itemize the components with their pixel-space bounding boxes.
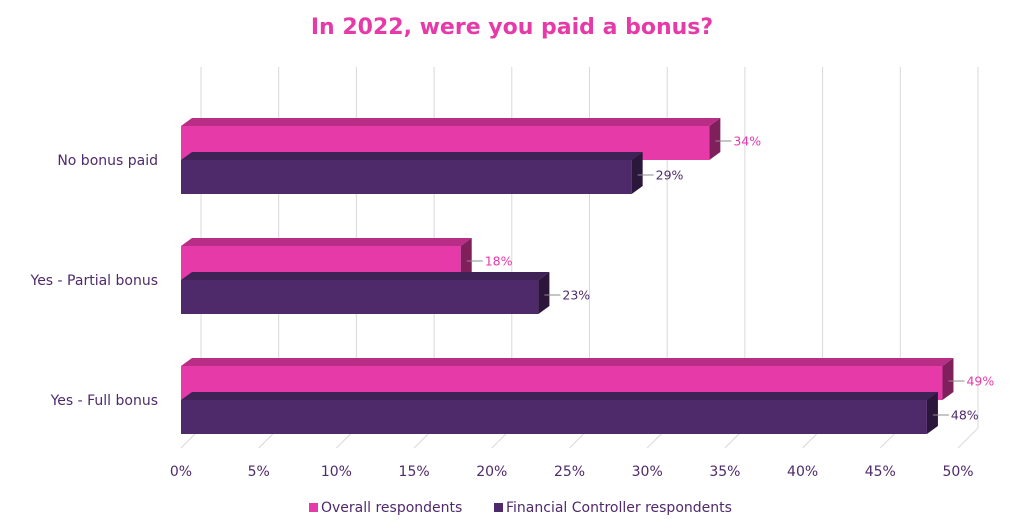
bar-side — [538, 272, 550, 314]
gridline-floor — [957, 427, 979, 449]
x-axis-ticks: 0% 5% 10% 15% 20% 25% 30% 35% 40% 45% 50% — [170, 464, 974, 480]
bar-top — [181, 152, 643, 160]
data-label: 34% — [733, 134, 761, 149]
x-tick-label: 45% — [865, 464, 896, 480]
category-label: No bonus paid — [57, 153, 158, 169]
legend-swatch — [494, 503, 503, 512]
bar-top — [181, 238, 472, 246]
bar-front — [181, 160, 632, 194]
bar-side — [942, 358, 954, 400]
legend-label: Overall respondents — [321, 500, 462, 516]
x-tick-label: 35% — [709, 464, 740, 480]
data-label: 29% — [656, 168, 684, 183]
bar-side — [926, 392, 938, 434]
bars: 34% 29% 18% 23% 49% 48% — [181, 118, 994, 434]
category-labels: No bonus paid Yes - Partial bonus Yes - Fu… — [30, 153, 159, 409]
x-tick-label: 5% — [248, 464, 270, 480]
bar: 48% — [181, 392, 979, 434]
chart-title: In 2022, were you paid a bonus? — [311, 15, 713, 40]
x-tick-label: 0% — [170, 464, 192, 480]
bar-top — [181, 358, 954, 366]
legend: Overall respondents Financial Controller … — [309, 500, 732, 516]
x-tick-label: 15% — [399, 464, 430, 480]
bar-side — [460, 238, 472, 280]
bar: 23% — [181, 272, 590, 314]
bar-top — [181, 272, 550, 280]
x-tick-label: 50% — [942, 464, 973, 480]
data-label: 23% — [562, 288, 590, 303]
bar-side — [631, 152, 643, 194]
bar-front — [181, 400, 927, 434]
legend-swatch — [309, 503, 318, 512]
x-tick-label: 25% — [554, 464, 585, 480]
x-tick-label: 10% — [321, 464, 352, 480]
data-label: 49% — [966, 374, 994, 389]
bar-top — [181, 118, 721, 126]
legend-label: Financial Controller respondents — [506, 500, 732, 516]
x-tick-label: 30% — [632, 464, 663, 480]
data-label: 48% — [951, 408, 979, 423]
category-label: Yes - Partial bonus — [30, 273, 159, 289]
data-label: 18% — [485, 254, 513, 269]
x-tick-label: 20% — [476, 464, 507, 480]
bar-top — [181, 392, 938, 400]
category-label: Yes - Full bonus — [50, 393, 158, 409]
bar-side — [709, 118, 721, 160]
bar: 29% — [181, 152, 684, 194]
bar-front — [181, 280, 539, 314]
x-tick-label: 40% — [787, 464, 818, 480]
